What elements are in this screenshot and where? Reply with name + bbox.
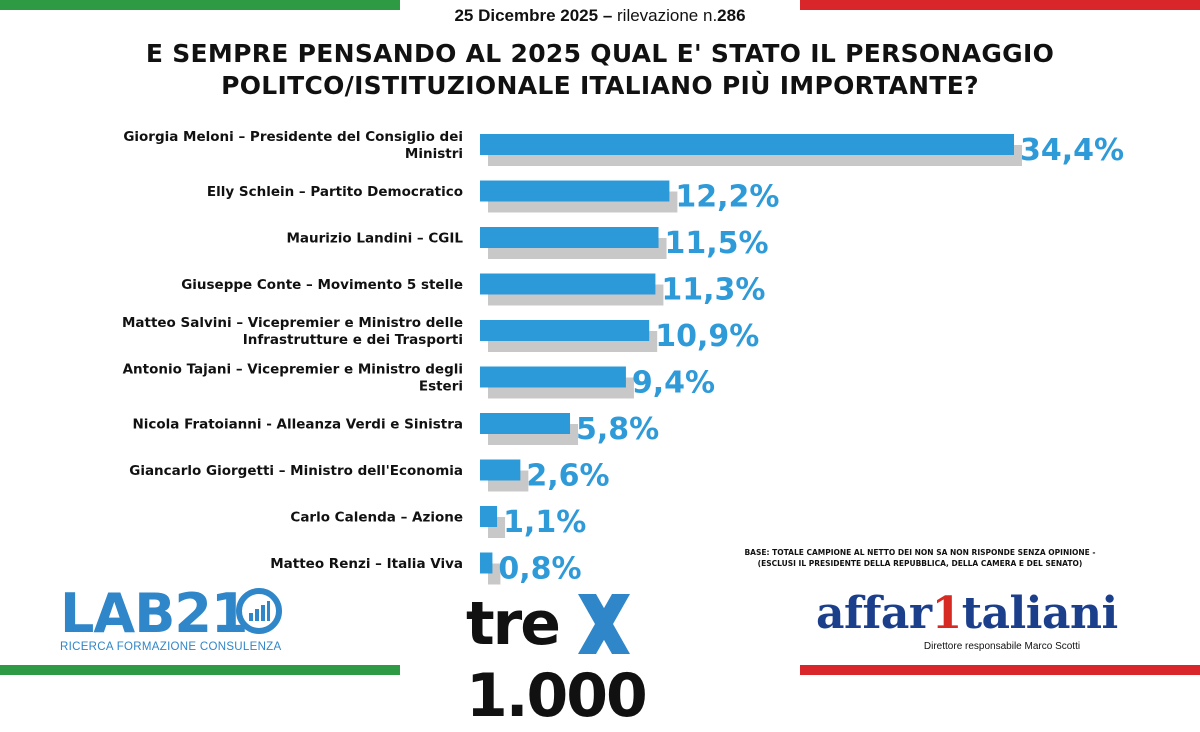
survey-prefix: rilevazione n. [617,6,718,25]
bar-chart-ring-icon [236,588,282,634]
logo-part-one: 1 [931,588,963,639]
value-label: 2,6% [526,459,609,494]
x-mark-icon [578,594,630,654]
trex1000-logo: tre1.000 [466,588,746,731]
bar [480,320,650,341]
bar [480,273,656,295]
value-label: 9,4% [632,366,715,401]
lab21-logo: LAB21 RICERCA FORMAZIONE CONSULENZA [58,584,298,660]
value-label: 34,4% [1020,133,1124,168]
category-label: Elly Schlein – Partito Democratico [207,184,463,200]
flag-strip-green-top [0,0,400,10]
tre-word: tre [466,589,561,659]
logo-part-1: affar [816,588,932,639]
value-label: 11,3% [661,273,765,308]
bar [480,134,1014,155]
header-separator: – [598,6,617,25]
value-label: 11,5% [665,226,769,261]
value-label: 0,8% [498,552,581,587]
logo-part-2: taliani [961,588,1118,639]
flag-strip-red-bottom [800,665,1200,675]
flag-strip-green-bottom [0,665,400,675]
bar [480,459,521,481]
affaritaliani-logo: affar1taliani Direttore responsabile Mar… [812,588,1192,658]
bar [480,413,571,434]
bar [480,366,626,388]
category-label: Carlo Calenda – Azione [290,510,463,526]
survey-number: 286 [717,6,746,25]
category-label: Matteo Renzi – Italia Viva [270,556,463,572]
lab21-logo-text: LAB21 [60,582,249,645]
category-label: Antonio Tajani – Vicepremier e Ministro … [123,362,463,395]
survey-date: 25 Dicembre 2025 [454,6,599,25]
category-label: Giorgia Meloni – Presidente del Consigli… [123,129,463,162]
category-label: Maurizio Landini – CGIL [286,231,463,247]
bar [480,180,670,202]
category-label: Matteo Salvini – Vicepremier e Ministro … [122,315,463,348]
trex1000-logo-text: tre1.000 [466,588,746,732]
lab21-logo-subtitle: RICERCA FORMAZIONE CONSULENZA [60,641,282,653]
category-label: Giancarlo Giorgetti – Ministro dell'Econ… [129,463,463,479]
bar [480,506,498,527]
base-note-line-2: (ESCLUSI IL PRESIDENTE DELLA REPUBBLICA,… [757,559,1083,568]
category-label: Nicola Fratoianni - Alleanza Verdi e Sin… [132,417,463,433]
chart-title-line-1: E SEMPRE PENSANDO AL 2025 QUAL E' STATO … [145,39,1055,68]
affaritaliani-director: Direttore responsabile Marco Scotti [923,641,1081,652]
value-label: 5,8% [576,412,659,447]
flag-strip-red-top [800,0,1200,10]
bar [480,227,659,248]
base-note-line-1: BASE: TOTALE CAMPIONE AL NETTO DEI NON S… [744,548,1096,557]
value-label: 1,1% [503,505,586,540]
affaritaliani-logo-text: affar1taliani [816,588,1118,640]
chart-title-line-2: POLITCO/ISTITUZIONALE ITALIANO PIÙ IMPOR… [221,71,979,100]
value-label: 12,2% [675,180,779,215]
value-label: 10,9% [655,319,759,354]
survey-header: 25 Dicembre 2025 – rilevazione n.286 [0,6,1200,26]
thousand-number: 1.000 [466,661,648,731]
bar [480,552,493,574]
category-label: Giuseppe Conte – Movimento 5 stelle [181,277,463,293]
bar-chart: 34,4% Giorgia Meloni – Presidente del Con… [122,129,1124,587]
base-note: BASE: TOTALE CAMPIONE AL NETTO DEI NON S… [700,547,1140,569]
